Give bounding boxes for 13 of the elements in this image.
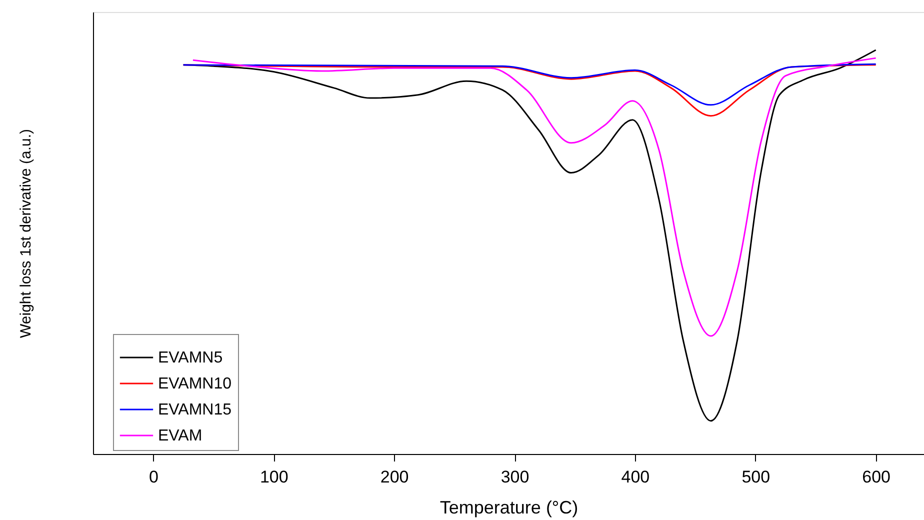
x-tick-label: 400 — [621, 468, 650, 486]
y-axis-title: Weight loss 1st derivative (a.u.) — [18, 129, 34, 338]
legend-label: EVAMN10 — [158, 376, 232, 392]
legend-label: EVAMN15 — [158, 402, 232, 418]
x-tick-label: 100 — [260, 468, 288, 486]
x-axis-title: Temperature (°C) — [440, 498, 578, 518]
x-tick-label: 600 — [862, 468, 891, 486]
legend-label: EVAM — [158, 428, 202, 444]
x-tick-label: 0 — [148, 468, 158, 486]
legend-label: EVAMN5 — [158, 350, 223, 366]
x-tick-label: 300 — [500, 468, 530, 486]
x-tick-label: 500 — [742, 468, 770, 486]
x-tick-label: 200 — [380, 468, 409, 486]
